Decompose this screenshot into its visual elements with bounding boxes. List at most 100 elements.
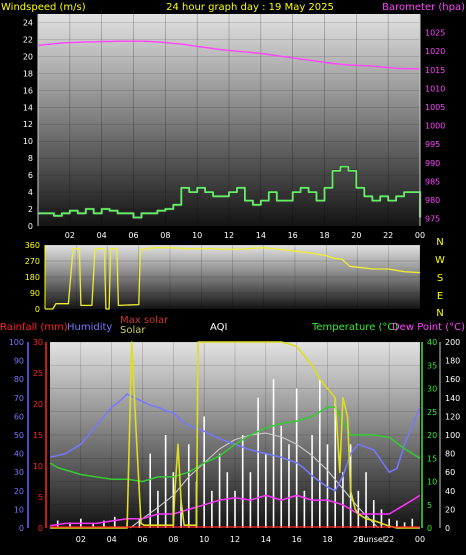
solar-tick-label: 200 bbox=[445, 338, 460, 347]
compass-label: N bbox=[436, 308, 443, 319]
rainfall-tick-label: 15 bbox=[33, 431, 43, 440]
panel1-x-tick-label: 00 bbox=[415, 231, 425, 240]
panel1-axes: 02 04 06 08 10 12 14 16 18 20 22 000246810121416182… bbox=[23, 14, 445, 240]
solar-tick-label: 160 bbox=[445, 375, 460, 384]
windspeed-tick-label: 8 bbox=[28, 154, 33, 163]
panel1-x-tick-label: 18 bbox=[319, 231, 329, 240]
panel3-series bbox=[49, 341, 421, 529]
rainfall-tick-label: 30 bbox=[33, 338, 43, 347]
windspeed-tick-label: 22 bbox=[23, 35, 33, 44]
windspeed-tick-label: 14 bbox=[23, 103, 33, 112]
windspeed-tick-label: 16 bbox=[23, 86, 33, 95]
dewpoint-series-line bbox=[49, 494, 421, 527]
humidity-axis-label: Humidity bbox=[67, 322, 112, 333]
humidity-tick-label: 10 bbox=[14, 505, 24, 514]
barometer-series-line bbox=[37, 40, 421, 70]
humidity-tick-label: 40 bbox=[14, 450, 24, 459]
panel1-x-tick-label: 06 bbox=[128, 231, 138, 240]
barometer-tick-label: 1005 bbox=[425, 103, 445, 112]
panel3-x-tick-label: 18 bbox=[322, 535, 332, 544]
panel1-x-tick-label: 16 bbox=[288, 231, 298, 240]
windspeed-tick-label: 12 bbox=[23, 120, 33, 129]
barometer-tick-label: 1025 bbox=[425, 29, 445, 38]
windspeed-tick-label: 2 bbox=[28, 205, 33, 214]
humidity-tick-label: 90 bbox=[14, 357, 24, 366]
barometer-tick-label: 985 bbox=[425, 177, 440, 186]
panel3-x-tick-label: 20 bbox=[353, 535, 363, 544]
rainfall-tick-label: 5 bbox=[38, 493, 43, 502]
solar-tick-label: 140 bbox=[445, 394, 460, 403]
panel2-series bbox=[45, 247, 421, 310]
barometer-tick-label: 1020 bbox=[425, 47, 445, 56]
barometer-tick-label: 1015 bbox=[425, 66, 445, 75]
temperature-tick-label: 0 bbox=[427, 524, 432, 533]
temperature-tick-label: 35 bbox=[427, 361, 437, 370]
compass-label: E bbox=[437, 291, 443, 302]
windspeed-tick-label: 24 bbox=[23, 18, 33, 27]
panel3-axes: 0102030405060708090100051015202530051015… bbox=[9, 338, 461, 544]
panel3-x-tick-label: 04 bbox=[107, 535, 117, 544]
dewpoint-axis-label: Dew Point (°C) bbox=[392, 322, 465, 333]
panel3-x-tick-label: 06 bbox=[137, 535, 147, 544]
temperature-tick-label: 25 bbox=[427, 408, 437, 417]
compass-label: W bbox=[435, 255, 445, 266]
solar-tick-label: 40 bbox=[445, 487, 455, 496]
solar-tick-label: 80 bbox=[445, 450, 455, 459]
panel1-x-tick-label: 14 bbox=[256, 231, 266, 240]
humidity-tick-label: 70 bbox=[14, 394, 24, 403]
temperature-tick-label: 10 bbox=[427, 478, 437, 487]
rainfall-tick-label: 10 bbox=[33, 462, 43, 471]
rainfall-axis-label: Rainfall (mm) bbox=[0, 322, 68, 333]
panel3-x-tick-label: 14 bbox=[261, 535, 271, 544]
rainfall-tick-label: 0 bbox=[38, 524, 43, 533]
wind-direction-series-line bbox=[45, 247, 421, 310]
solar-series-line bbox=[50, 341, 420, 529]
panel3-x-tick-label: 12 bbox=[230, 535, 240, 544]
temperature-tick-label: 30 bbox=[427, 385, 437, 394]
compass-label: N bbox=[436, 237, 443, 248]
humidity-tick-label: 100 bbox=[9, 338, 24, 347]
solar-tick-label: 20 bbox=[445, 505, 455, 514]
panel3-x-tick-label: 16 bbox=[292, 535, 302, 544]
wind-direction-tick-label: 180 bbox=[25, 273, 40, 282]
temperature-tick-label: 5 bbox=[427, 501, 432, 510]
humidity-tick-label: 60 bbox=[14, 412, 24, 421]
barometer-axis-label: Barometer (hpa) bbox=[382, 2, 465, 13]
humidity-tick-label: 20 bbox=[14, 487, 24, 496]
wind-direction-tick-label: 360 bbox=[25, 241, 40, 250]
solar-tick-label: 180 bbox=[445, 357, 460, 366]
windspeed-series-line bbox=[38, 165, 421, 219]
panel1-x-tick-label: 04 bbox=[97, 231, 107, 240]
solar-tick-label: 120 bbox=[445, 412, 460, 421]
panel2-plot-area bbox=[45, 245, 420, 309]
windspeed-tick-label: 4 bbox=[28, 188, 33, 197]
humidity-tick-label: 50 bbox=[14, 431, 24, 440]
temperature-axis-label: Temperature (°C) bbox=[311, 322, 398, 333]
barometer-tick-label: 1000 bbox=[425, 122, 445, 131]
solar-label: Solar bbox=[120, 325, 146, 336]
rainfall-tick-label: 20 bbox=[33, 400, 43, 409]
windspeed-axis-label: Windspeed (m/s) bbox=[1, 2, 86, 13]
barometer-tick-label: 975 bbox=[425, 215, 440, 224]
compass-label: S bbox=[437, 273, 443, 284]
temperature-tick-label: 20 bbox=[427, 431, 437, 440]
max-solar-series-line bbox=[129, 432, 379, 529]
wind-direction-tick-label: 0 bbox=[35, 305, 40, 314]
sunset-label: Sunset bbox=[358, 535, 385, 544]
humidity-tick-label: 0 bbox=[19, 524, 24, 533]
humidity-tick-label: 80 bbox=[14, 375, 24, 384]
windspeed-tick-label: 10 bbox=[23, 137, 33, 146]
panel3-x-tick-label: 10 bbox=[199, 535, 209, 544]
barometer-tick-label: 980 bbox=[425, 196, 440, 205]
panel3-x-tick-label: 22 bbox=[384, 535, 394, 544]
rainfall-tick-label: 25 bbox=[33, 369, 43, 378]
panel1-x-tick-label: 12 bbox=[224, 231, 234, 240]
barometer-tick-label: 995 bbox=[425, 140, 440, 149]
windspeed-tick-label: 0 bbox=[28, 222, 33, 231]
windspeed-tick-label: 6 bbox=[28, 171, 33, 180]
humidity-tick-label: 30 bbox=[14, 468, 24, 477]
panel1-x-tick-label: 08 bbox=[160, 231, 170, 240]
